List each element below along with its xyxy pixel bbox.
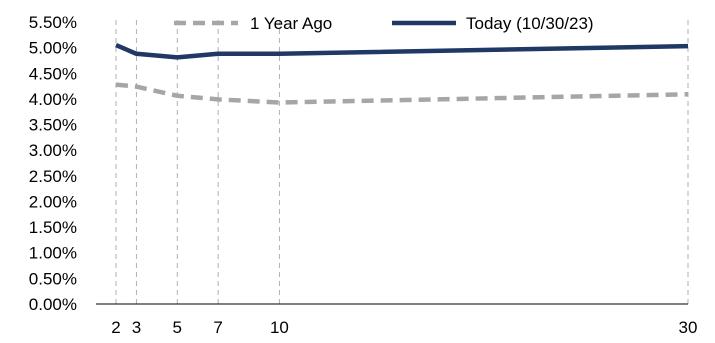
series-line-today bbox=[116, 45, 688, 57]
y-tick-label: 1.00% bbox=[29, 244, 77, 263]
x-tick-label: 30 bbox=[679, 318, 698, 337]
y-tick-label: 2.50% bbox=[29, 167, 77, 186]
series-layer bbox=[116, 45, 688, 102]
y-tick-label: 3.50% bbox=[29, 116, 77, 135]
legend-label: Today (10/30/23) bbox=[466, 14, 594, 33]
x-tick-label: 5 bbox=[173, 318, 182, 337]
x-tick-label: 2 bbox=[111, 318, 120, 337]
y-tick-label: 5.50% bbox=[29, 13, 77, 32]
series-line-1-year-ago bbox=[116, 85, 688, 103]
y-tick-label: 5.00% bbox=[29, 39, 77, 58]
legend: 1 Year Ago Today (10/30/23) bbox=[174, 14, 594, 33]
y-tick-label: 4.50% bbox=[29, 64, 77, 83]
legend-label: 1 Year Ago bbox=[250, 14, 332, 33]
x-tick-label: 10 bbox=[270, 318, 289, 337]
y-tick-label: 4.00% bbox=[29, 90, 77, 109]
y-tick-label: 2.00% bbox=[29, 192, 77, 211]
x-tick-label: 3 bbox=[132, 318, 141, 337]
axis-layer: 0.00% 0.50% 1.00% 1.50% 2.00% 2.50% 3.00% 3.50%… bbox=[29, 13, 698, 337]
y-tick-label: 0.00% bbox=[29, 295, 77, 314]
x-tick-label: 7 bbox=[213, 318, 222, 337]
y-tick-label: 0.50% bbox=[29, 269, 77, 288]
y-tick-label: 1.50% bbox=[29, 218, 77, 237]
grid-layer bbox=[116, 20, 688, 304]
y-tick-label: 3.00% bbox=[29, 141, 77, 160]
